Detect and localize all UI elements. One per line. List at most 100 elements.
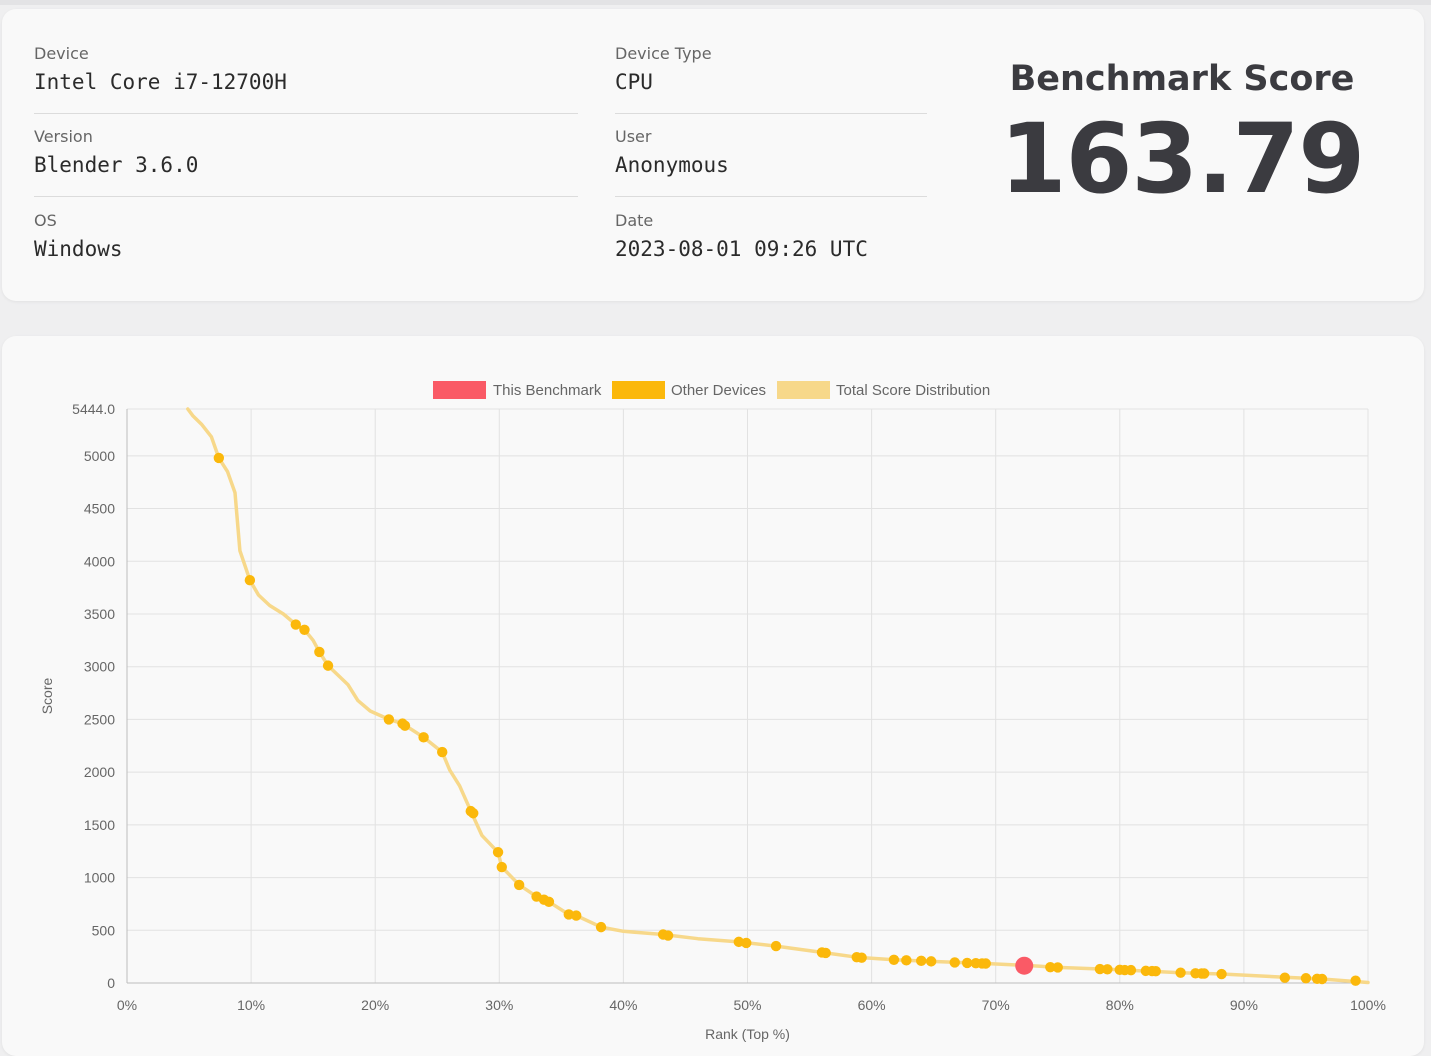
other-device-point (770, 940, 782, 952)
other-device-point (244, 575, 256, 586)
other-device-point (1279, 972, 1291, 983)
legend-swatch (612, 381, 665, 399)
other-device-point (1045, 961, 1056, 973)
y-tick-label: 2000 (84, 764, 115, 780)
user-value: Anonymous (615, 153, 729, 177)
x-tick-label: 40% (609, 997, 637, 1013)
device-field: Device Intel Core i7-12700H (34, 44, 287, 94)
divider (615, 196, 927, 197)
other-device-point (662, 930, 674, 941)
other-device-point (1150, 965, 1161, 977)
os-label: OS (34, 211, 57, 230)
device-value: Intel Core i7-12700H (34, 70, 287, 94)
this-benchmark-point (1015, 956, 1034, 975)
other-device-point (437, 746, 448, 758)
x-tick-label: 60% (858, 997, 886, 1013)
x-tick-label: 80% (1106, 997, 1134, 1013)
version-field: Version Blender 3.6.0 (34, 127, 198, 177)
other-device-point (513, 879, 525, 891)
user-field: User Anonymous (615, 127, 729, 177)
y-tick-label: 4000 (84, 553, 115, 569)
x-tick-label: 20% (361, 997, 389, 1013)
other-device-point (399, 720, 411, 731)
date-value: 2023-08-01 09:26 UTC (615, 237, 868, 261)
other-device-point (901, 955, 912, 966)
benchmark-info-card: Device Intel Core i7-12700H Version Blen… (2, 9, 1424, 301)
other-device-point (1102, 964, 1113, 975)
x-axis-title: Rank (Top %) (705, 1026, 790, 1042)
y-tick-label: 3500 (84, 606, 115, 622)
os-value: Windows (34, 237, 123, 261)
date-label: Date (615, 211, 654, 230)
x-tick-label: 70% (982, 997, 1010, 1013)
other-device-point (595, 921, 607, 933)
version-value: Blender 3.6.0 (34, 153, 199, 177)
other-device-point (961, 957, 973, 969)
other-device-point (1316, 973, 1328, 985)
y-tick-label: 3000 (84, 659, 115, 675)
user-label: User (615, 127, 652, 146)
other-device-point (468, 808, 479, 819)
divider (34, 196, 578, 197)
legend-label: Other Devices (671, 382, 766, 399)
score-box: Benchmark Score 163.79 (982, 59, 1382, 209)
other-device-point (1175, 967, 1186, 978)
y-tick-label: 5444.0 (72, 401, 115, 417)
other-device-point (213, 452, 225, 464)
x-tick-label: 90% (1230, 997, 1258, 1013)
x-tick-label: 100% (1350, 997, 1386, 1013)
other-device-point (290, 619, 301, 630)
chart-card: 0% 10% 20% 30% 40% 50% 60% 70% 80% 90% 100% 0 500 100… (2, 336, 1424, 1056)
other-device-point (1216, 968, 1227, 980)
y-tick-label: 500 (92, 922, 116, 938)
version-label: Version (34, 127, 93, 146)
y-tick-label: 2500 (84, 711, 115, 727)
other-device-point (1094, 963, 1106, 975)
device-label: Device (34, 44, 89, 63)
y-tick-label: 1000 (84, 870, 115, 886)
other-device-point (299, 624, 310, 635)
other-device-point (820, 947, 831, 959)
other-device-point (741, 937, 752, 949)
top-strip (0, 0, 1431, 5)
other-device-point (492, 847, 504, 858)
other-device-point (543, 896, 555, 908)
y-tick-label: 0 (107, 975, 115, 991)
other-device-point (383, 714, 395, 725)
device-type-value: CPU (615, 70, 653, 94)
score-distribution-chart: 0% 10% 20% 30% 40% 50% 60% 70% 80% 90% 100% 0 500 100… (39, 381, 1386, 1042)
x-tick-label: 10% (237, 997, 265, 1013)
y-tick-label: 5000 (84, 448, 115, 464)
y-tick-label: 4500 (84, 501, 115, 517)
other-device-point (314, 646, 325, 658)
legend-label: Total Score Distribution (836, 382, 990, 399)
other-device-point (949, 957, 960, 968)
other-device-point (571, 910, 582, 921)
other-device-point (496, 861, 507, 873)
x-tick-label: 50% (733, 997, 761, 1013)
x-tick-label: 0% (117, 997, 137, 1013)
other-device-point (916, 955, 927, 967)
os-field: OS Windows (34, 211, 123, 261)
score-title: Benchmark Score (1009, 59, 1355, 99)
other-device-point (980, 958, 991, 969)
other-device-point (418, 732, 429, 743)
other-device-point (1300, 973, 1312, 984)
x-tick-label: 30% (485, 997, 513, 1013)
legend-label: This Benchmark (493, 382, 602, 399)
other-device-point (1350, 975, 1361, 986)
other-device-point (925, 956, 937, 967)
legend-swatch (433, 381, 486, 399)
other-device-point (1052, 962, 1063, 973)
device-type-field: Device Type CPU (615, 44, 712, 94)
other-device-point (856, 952, 867, 963)
divider (615, 113, 927, 114)
distribution-line (186, 407, 1370, 985)
divider (34, 113, 578, 114)
y-axis-title: Score (39, 678, 55, 715)
y-tick-label: 1500 (84, 817, 115, 833)
other-device-point (322, 660, 334, 671)
other-device-point (1198, 968, 1210, 979)
device-type-label: Device Type (615, 44, 712, 63)
score-value: 163.79 (999, 103, 1365, 215)
